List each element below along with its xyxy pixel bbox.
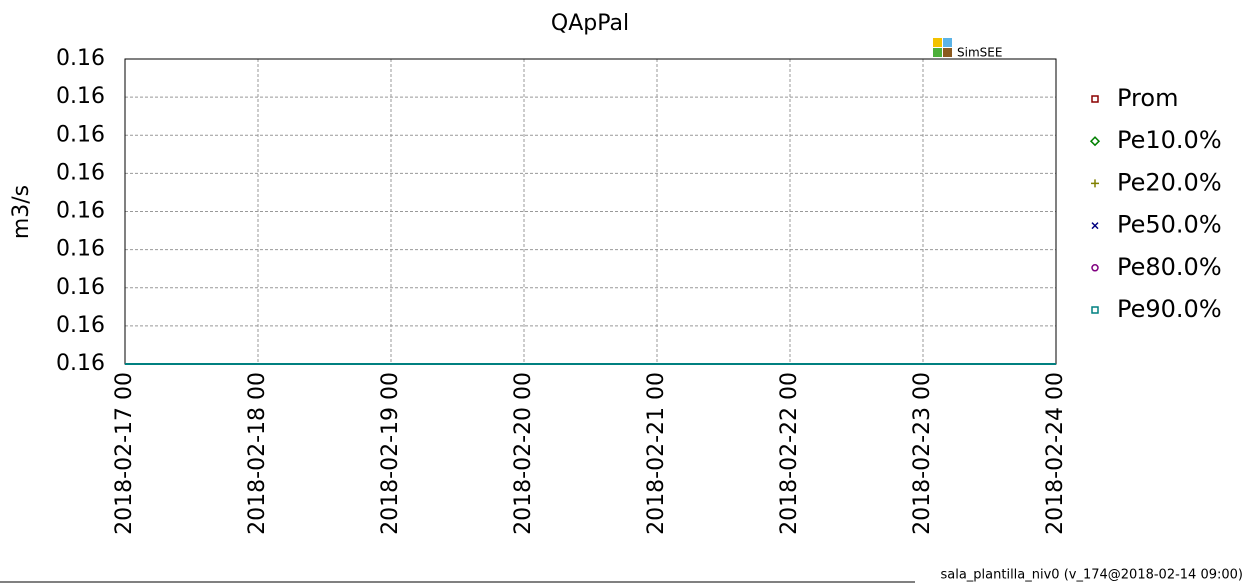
legend-marker <box>1091 95 1099 103</box>
y-tick-label: 0.16 <box>56 351 105 376</box>
y-tick-label: 0.16 <box>56 237 105 262</box>
legend-label: Pe80.0% <box>1117 253 1222 281</box>
legend-marker <box>1091 179 1099 188</box>
logo-square <box>943 38 952 47</box>
legend-marker <box>1091 264 1099 272</box>
y-tick-label: 0.16 <box>56 275 105 300</box>
logo: SimSEE <box>933 38 1002 60</box>
y-tick-label: 0.16 <box>56 46 105 71</box>
logo-square <box>933 48 942 57</box>
watermark: SimSEE <box>957 46 1002 60</box>
x-tick-label: 2018-02-23 00 <box>910 372 935 535</box>
legend-marker <box>1091 306 1099 314</box>
chart-title: QApPal <box>551 11 629 36</box>
legend-marker <box>1091 222 1099 230</box>
y-tick-label: 0.16 <box>56 84 105 109</box>
legend-label: Pe20.0% <box>1117 168 1222 196</box>
legend-marker <box>1089 136 1101 147</box>
x-tick-label: 2018-02-21 00 <box>644 372 669 535</box>
y-tick-label: 0.16 <box>56 160 105 185</box>
x-tick-label: 2018-02-17 00 <box>112 372 137 535</box>
x-tick-label: 2018-02-22 00 <box>777 372 802 535</box>
legend-label: Pe90.0% <box>1117 295 1222 323</box>
legend-label: Prom <box>1117 84 1178 112</box>
x-tick-label: 2018-02-19 00 <box>378 372 403 535</box>
legend-label: Pe50.0% <box>1117 211 1222 239</box>
logo-square <box>943 48 952 57</box>
y-axis-label: m3/s <box>9 185 34 239</box>
x-tick-label: 2018-02-18 00 <box>245 372 270 535</box>
y-tick-label: 0.16 <box>56 199 105 224</box>
x-tick-label: 2018-02-24 00 <box>1043 372 1068 535</box>
legend-label: Pe10.0% <box>1117 126 1222 154</box>
y-tick-label: 0.16 <box>56 313 105 338</box>
y-tick-label: 0.16 <box>56 122 105 147</box>
logo-square <box>933 38 942 47</box>
footer: sala_plantilla_niv0 (v_174@2018-02-14 09… <box>940 568 1243 583</box>
x-tick-label: 2018-02-20 00 <box>511 372 536 535</box>
